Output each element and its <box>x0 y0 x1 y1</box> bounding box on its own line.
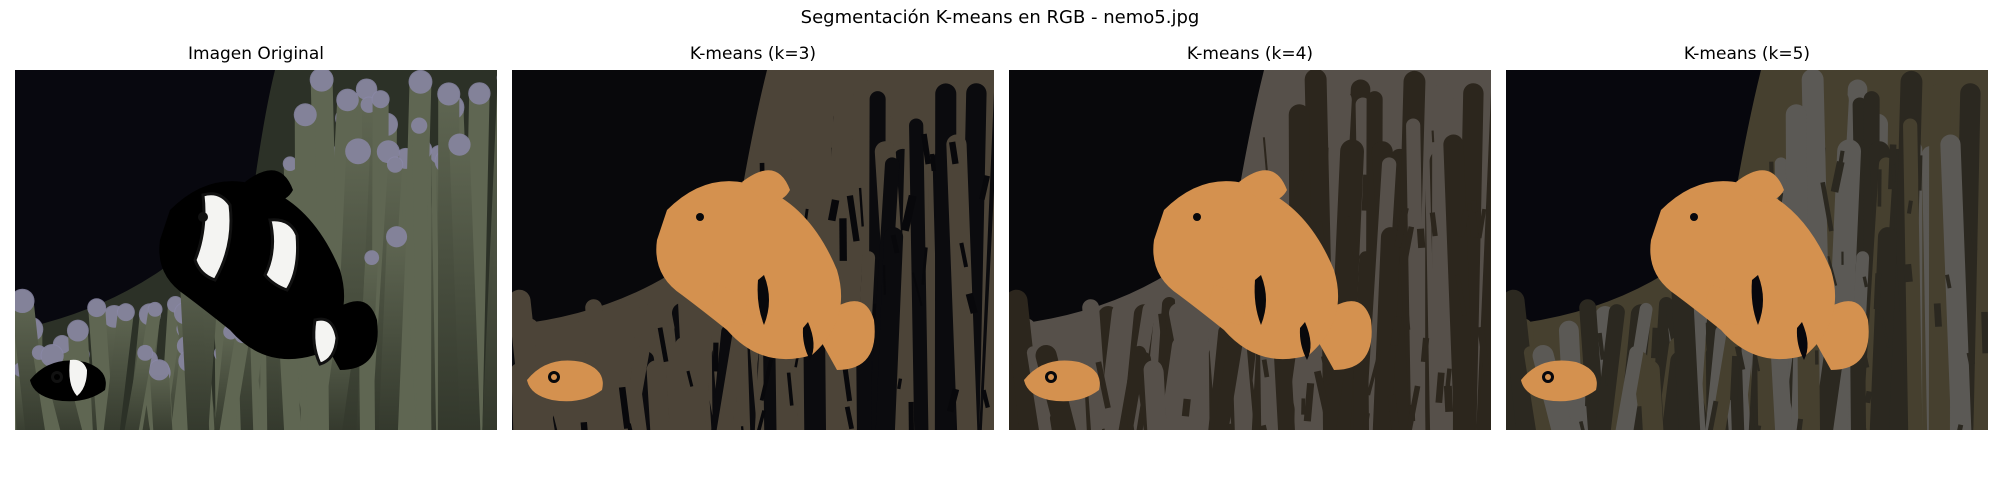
clownfish-main <box>1153 170 1372 370</box>
clownfish-small <box>527 360 603 402</box>
segmented-image-k4 <box>1009 70 1491 430</box>
panel-kmeans-k3: K-means (k=3) <box>512 44 994 430</box>
clownfish-small <box>1024 360 1100 402</box>
clownfish-main <box>1650 170 1869 370</box>
figure-title: Segmentación K-means en RGB - nemo5.jpg <box>800 7 1200 28</box>
original-image <box>15 70 497 430</box>
panel-kmeans-k4: K-means (k=4) <box>1009 44 1491 430</box>
panel-title: Imagen Original <box>188 44 324 64</box>
panel-title: K-means (k=3) <box>689 44 817 64</box>
panel-title: K-means (k=5) <box>1683 44 1811 64</box>
panel-kmeans-k5: K-means (k=5) <box>1506 44 1988 430</box>
clownfish-main <box>159 170 378 370</box>
clownfish-main <box>656 170 875 370</box>
panel-title: K-means (k=4) <box>1186 44 1314 64</box>
segmented-image-k5 <box>1506 70 1988 430</box>
panel-original: Imagen Original <box>15 44 497 430</box>
clownfish-small <box>30 359 106 402</box>
segmented-image-k3 <box>512 70 994 430</box>
clownfish-small <box>1521 360 1597 402</box>
